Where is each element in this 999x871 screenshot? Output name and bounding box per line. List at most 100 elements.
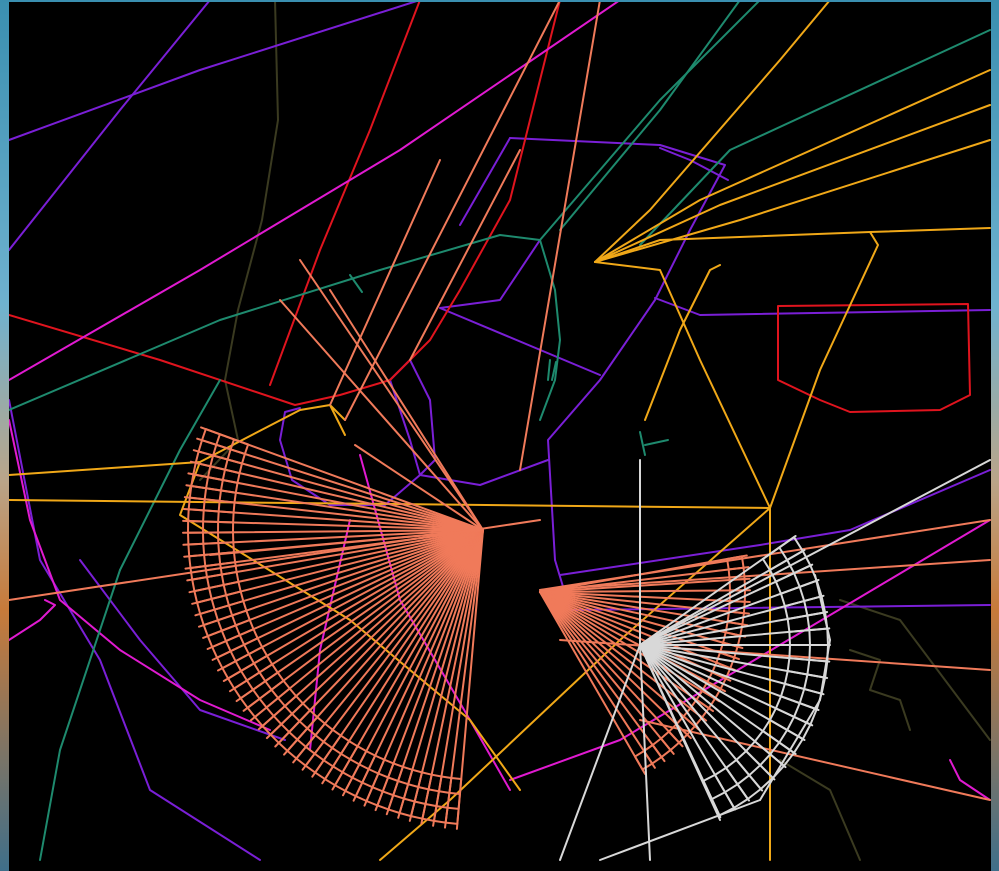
fan-primary-step [190, 485, 237, 494]
fan-primary-b-spoke [539, 591, 721, 703]
approach-path [9, 404, 346, 476]
airspace-boundary [9, 2, 418, 141]
magenta-route [9, 419, 271, 731]
airspace-boundary [459, 137, 511, 226]
magenta-route [9, 2, 619, 381]
fan-primary-step [187, 541, 235, 546]
teal-route [539, 239, 561, 421]
fan-primary-b-step [724, 631, 742, 637]
fan-secondary-step [788, 627, 829, 633]
airspace-boundary [9, 2, 210, 251]
terrain-contour [849, 649, 911, 731]
fan-secondary-edge [819, 639, 831, 701]
fan-primary-step [194, 461, 241, 475]
fan-secondary-edge [559, 644, 641, 861]
teal-route [639, 431, 669, 456]
fan-primary-ray [329, 289, 484, 531]
approach-path [594, 227, 991, 263]
fan-primary-step [253, 687, 291, 718]
fan-secondary-step [783, 595, 823, 608]
fan-primary-step [344, 750, 368, 792]
fan-primary-b-spoke [539, 591, 749, 627]
fan-secondary-step [788, 657, 829, 663]
fan-secondary-step [780, 579, 818, 595]
teal-route [119, 379, 221, 571]
fan-secondary-edge [639, 459, 991, 646]
fan-primary-step [456, 778, 463, 825]
fan-primary-b-step [726, 621, 744, 626]
fan-secondary-step [768, 719, 804, 740]
fan-secondary-edge [759, 699, 821, 801]
fan-primary-step [277, 709, 311, 744]
fan-primary-b-spoke [539, 591, 700, 731]
fan-primary-b-spoke [539, 591, 747, 638]
fan-primary-b-spoke [539, 591, 751, 603]
runway-fan-secondary-layer [559, 459, 991, 861]
fan-primary-b-spoke [539, 591, 727, 693]
fan-primary-step [192, 473, 239, 484]
fan-secondary-edge [639, 644, 651, 861]
fan-primary-b-spoke [539, 591, 675, 755]
fan-primary-b-step [634, 755, 644, 771]
restricted-area-polygon [777, 303, 971, 413]
fan-primary-b-step [682, 715, 696, 728]
fan-primary-b-spoke [539, 589, 751, 593]
fan-primary-step [387, 765, 404, 811]
teal-routes-layer [9, 2, 991, 861]
fan-primary-b-spoke [539, 577, 751, 593]
fan-primary-b-step [727, 566, 745, 571]
teal-route [39, 569, 121, 861]
fan-primary-step [295, 722, 326, 760]
fan-primary-b-step [701, 689, 716, 700]
teal-route [559, 2, 740, 231]
fan-primary-b-step [667, 730, 681, 744]
terrain-contour [839, 599, 991, 741]
fan-secondary-step [774, 707, 812, 726]
salmon-route [9, 519, 541, 601]
map-canvas[interactable] [9, 2, 991, 871]
airspace-boundary [559, 469, 991, 576]
fan-primary-step [433, 775, 443, 822]
fan-secondary-step [761, 730, 795, 754]
map-view[interactable] [9, 2, 991, 871]
fan-primary-b-step [695, 698, 710, 710]
fan-primary-ray [354, 444, 484, 531]
fan-primary-step [398, 768, 414, 814]
fan-primary-b-spoke [539, 591, 656, 769]
approach-paths-layer [9, 2, 991, 861]
terrain-contour [199, 2, 279, 481]
fan-primary-ray [209, 529, 484, 556]
fan-primary-step [188, 496, 236, 504]
fan-primary-step [204, 428, 250, 446]
fan-primary-b-spoke [539, 591, 692, 740]
fan-primary-step [444, 777, 453, 824]
fan-primary-step [199, 600, 245, 615]
fan-secondary-edge [639, 644, 721, 821]
fan-primary-step [239, 671, 279, 700]
teal-route [349, 274, 363, 293]
fan-secondary-step [753, 740, 785, 767]
fan-primary-step [189, 561, 237, 569]
fan-secondary-edge [814, 574, 831, 641]
fan-primary-step [216, 637, 259, 659]
fan-primary-step [187, 508, 235, 514]
fan-primary-b-spoke [539, 591, 714, 713]
fan-secondary-step [786, 670, 827, 679]
fan-secondary-step [783, 682, 823, 695]
fan-secondary-step [768, 550, 804, 571]
fan-primary-step [354, 754, 377, 798]
fan-primary-step [206, 618, 251, 638]
fan-primary-step [304, 728, 334, 767]
fan-primary-step [233, 663, 274, 690]
fan-primary-step [314, 734, 342, 774]
fan-primary-step [196, 590, 242, 604]
fan-secondary-step [780, 695, 818, 711]
fan-secondary-step [702, 779, 721, 817]
approach-path [644, 264, 721, 421]
fan-secondary-step [735, 758, 762, 790]
salmon-route [539, 559, 991, 591]
terrain-contour [779, 759, 861, 861]
teal-route [639, 29, 991, 246]
fan-primary-step [193, 580, 240, 593]
airspace-boundary [659, 147, 729, 181]
